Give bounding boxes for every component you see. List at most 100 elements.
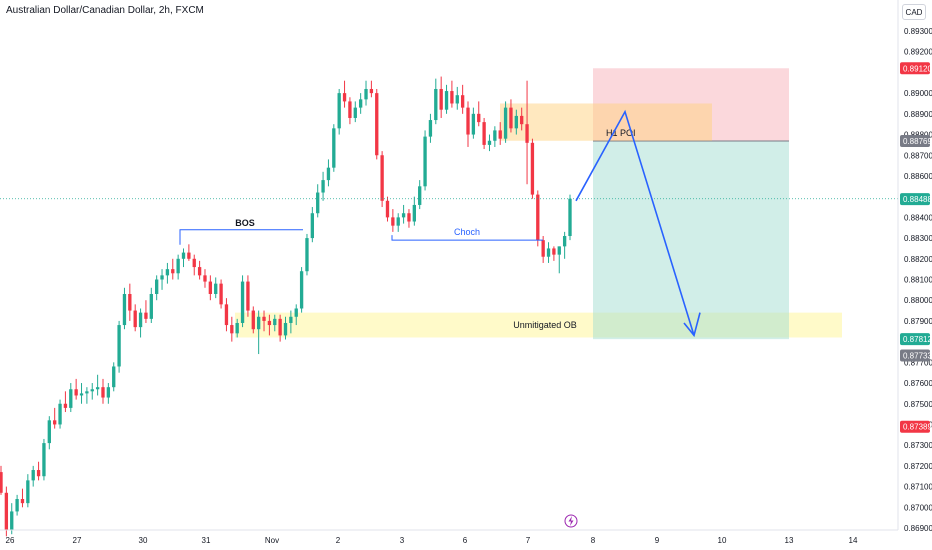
candle <box>256 316 261 330</box>
candle <box>128 293 132 311</box>
time-tick-label: 8 <box>591 536 596 545</box>
candle <box>557 246 561 255</box>
candle <box>273 318 277 326</box>
price-tick-label: 0.87500 <box>904 400 932 409</box>
bos-label: BOS <box>235 218 255 228</box>
candle <box>251 310 255 330</box>
candle <box>155 279 159 294</box>
candle <box>106 387 111 398</box>
bos-line <box>179 229 303 245</box>
price-tick-label: 0.88100 <box>904 276 932 285</box>
candle <box>471 113 476 135</box>
candle <box>47 420 51 444</box>
candle <box>364 88 368 100</box>
price-tick-label: 0.87600 <box>904 379 932 388</box>
candle <box>26 480 30 504</box>
candle <box>423 136 427 187</box>
candle <box>90 389 94 392</box>
price-tick-label: 0.88000 <box>904 296 932 305</box>
time-tick-label: 6 <box>463 536 468 545</box>
candle <box>316 192 320 214</box>
candle <box>230 325 234 334</box>
candle <box>552 248 556 255</box>
candle <box>509 107 513 129</box>
candle <box>428 120 433 137</box>
price-tag-label: 0.88488 <box>903 195 932 204</box>
candle <box>321 180 325 193</box>
candle <box>4 492 9 531</box>
candle <box>444 91 449 110</box>
candle <box>0 472 3 493</box>
price-tag: 0.89120 <box>900 62 932 75</box>
price-tag-label: 0.87812 <box>903 335 932 344</box>
price-tick-label: 0.88900 <box>904 110 932 119</box>
projection-path <box>575 109 695 336</box>
candle <box>10 511 14 531</box>
annotations-layer: BOS Choch H1 POI Unmitigated OB <box>0 109 898 528</box>
price-tag: 0.87812 <box>900 333 932 346</box>
time-tick-label: 31 <box>202 536 211 545</box>
price-tag: 0.87389 <box>900 420 932 433</box>
currency-button[interactable]: CAD <box>902 4 926 20</box>
candle <box>58 403 62 425</box>
time-tick-label: 3 <box>400 536 405 545</box>
lightning-glyph <box>568 516 574 526</box>
candle <box>396 217 400 226</box>
zones-layer <box>235 68 842 340</box>
price-tick-label: 0.88400 <box>904 213 932 222</box>
candle <box>294 308 298 317</box>
price-tick-label: 0.88700 <box>904 151 932 160</box>
candle <box>144 312 148 319</box>
candle <box>332 128 336 168</box>
candle <box>181 252 186 259</box>
candle <box>95 387 100 390</box>
price-axis: 0.893000.892000.890000.889000.888000.887… <box>897 0 932 533</box>
candle <box>391 217 395 226</box>
price-tag-label: 0.87733 <box>903 351 932 360</box>
candle <box>450 91 454 104</box>
candle <box>208 281 213 294</box>
time-tick-label: 30 <box>139 536 148 545</box>
candle <box>42 443 46 477</box>
candle <box>278 318 282 336</box>
price-tag-box <box>900 193 930 206</box>
choch-line <box>391 235 543 241</box>
candle <box>122 293 127 326</box>
candle <box>138 312 143 328</box>
time-axis: 26 27 30 31 Nov 2 3 6 7 8 9 10 13 14 <box>0 529 898 545</box>
candle <box>15 499 19 512</box>
chart-title: Australian Dollar/Canadian Dollar, 2h, F… <box>6 5 204 16</box>
time-tick-label: Nov <box>265 536 279 545</box>
candle <box>546 248 551 257</box>
h1-poi-zone <box>500 103 712 141</box>
candle <box>283 322 288 336</box>
candle <box>348 101 352 118</box>
candle <box>74 389 78 396</box>
candle <box>224 304 229 326</box>
candle <box>530 142 535 195</box>
time-tick-label: 26 <box>6 536 15 545</box>
candle <box>305 238 309 272</box>
candle <box>380 155 384 201</box>
price-tag-box <box>900 349 930 362</box>
candle <box>31 470 35 481</box>
price-tag: 0.88769 <box>900 134 932 147</box>
time-tick-label: 27 <box>73 536 82 545</box>
candle <box>267 320 272 326</box>
candle <box>53 420 57 425</box>
candle <box>412 204 416 222</box>
candle <box>101 387 105 398</box>
candle <box>36 470 41 477</box>
candle <box>541 240 545 257</box>
candle <box>439 88 443 110</box>
candles-layer <box>0 76 572 537</box>
candle <box>326 167 331 181</box>
time-tick-label: 7 <box>526 536 531 545</box>
price-tick-label: 0.88200 <box>904 255 932 264</box>
candle <box>160 275 164 280</box>
take-profit-zone <box>593 140 789 340</box>
candle <box>133 310 137 328</box>
price-tick-label: 0.87700 <box>904 358 932 367</box>
